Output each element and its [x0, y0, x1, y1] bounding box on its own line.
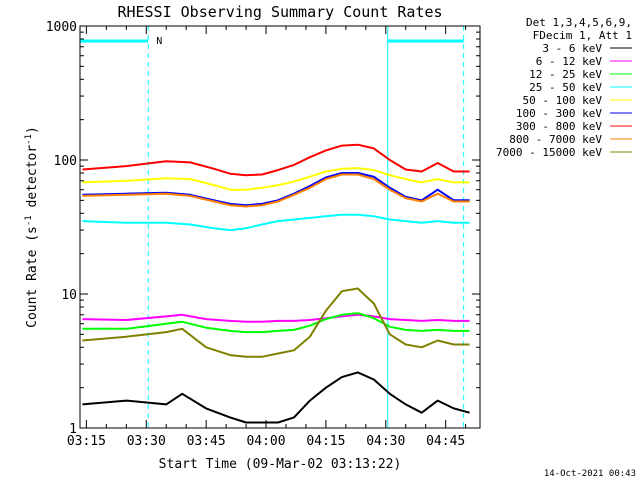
y-axis-label-sup1: -1: [24, 215, 34, 226]
generation-timestamp: 14-Oct-2021 00:43: [544, 469, 636, 479]
series-layer: [82, 143, 470, 424]
series-line-7: [82, 173, 470, 208]
legend: Det 1,3,4,5,6,9, FDecim 1, Att 1 3 - 6 k…: [496, 16, 632, 159]
x-tick-label-4: 04:15: [306, 434, 345, 449]
legend-label-2: 12 - 25 keV: [529, 68, 602, 81]
chart-title: RHESSI Observing Summary Count Rates: [117, 3, 442, 21]
y-axis: 1 10 100 1000: [46, 20, 480, 437]
plot-frame: [79, 25, 481, 429]
legend-label-5: 100 - 300 keV: [516, 107, 602, 120]
y-tick-label-1: 10: [61, 288, 77, 303]
series-line-0: [82, 371, 470, 424]
series-line-4: [82, 167, 470, 191]
series-line-8: [82, 287, 470, 358]
legend-label-8: 7000 - 15000 keV: [496, 146, 602, 159]
series-line-2: [82, 312, 470, 334]
y-tick-label-2: 100: [54, 154, 77, 169]
y-tick-label-0: 1: [69, 422, 77, 437]
x-tick-label-6: 04:45: [426, 434, 465, 449]
legend-header-2: FDecim 1, Att 1: [533, 29, 632, 42]
x-axis: 03:15 03:30 03:45 04:00 04:15 04:30 04:45: [67, 26, 467, 449]
y-axis-label-main: Count Rate (s: [25, 226, 40, 328]
night-label: N: [156, 36, 162, 47]
legend-label-1: 6 - 12 keV: [536, 55, 603, 68]
y-axis-label-end: ): [25, 126, 40, 134]
y-axis-label-sup2: -1: [24, 134, 34, 145]
series-line-5: [82, 172, 470, 207]
x-tick-label-2: 03:45: [187, 434, 226, 449]
series-line-1: [82, 313, 470, 323]
y-tick-label-3: 1000: [46, 20, 77, 35]
series-line-3: [82, 213, 470, 232]
x-tick-label-3: 04:00: [246, 434, 285, 449]
y-axis-label-mid: detector: [25, 145, 40, 216]
x-tick-label-0: 03:15: [67, 434, 106, 449]
x-tick-label-1: 03:30: [127, 434, 166, 449]
x-tick-label-5: 04:30: [366, 434, 405, 449]
legend-label-3: 25 - 50 keV: [529, 81, 602, 94]
x-axis-label: Start Time (09-Mar-02 03:13:22): [159, 457, 402, 472]
y-axis-label: Count Rate (s-1 detector-1): [24, 126, 40, 328]
series-line-6: [82, 143, 470, 177]
legend-label-6: 300 - 800 keV: [516, 120, 602, 133]
legend-label-4: 50 - 100 keV: [523, 94, 603, 107]
legend-label-0: 3 - 6 keV: [542, 42, 602, 55]
legend-label-7: 800 - 7000 keV: [509, 133, 602, 146]
legend-header-1: Det 1,3,4,5,6,9,: [526, 16, 632, 29]
